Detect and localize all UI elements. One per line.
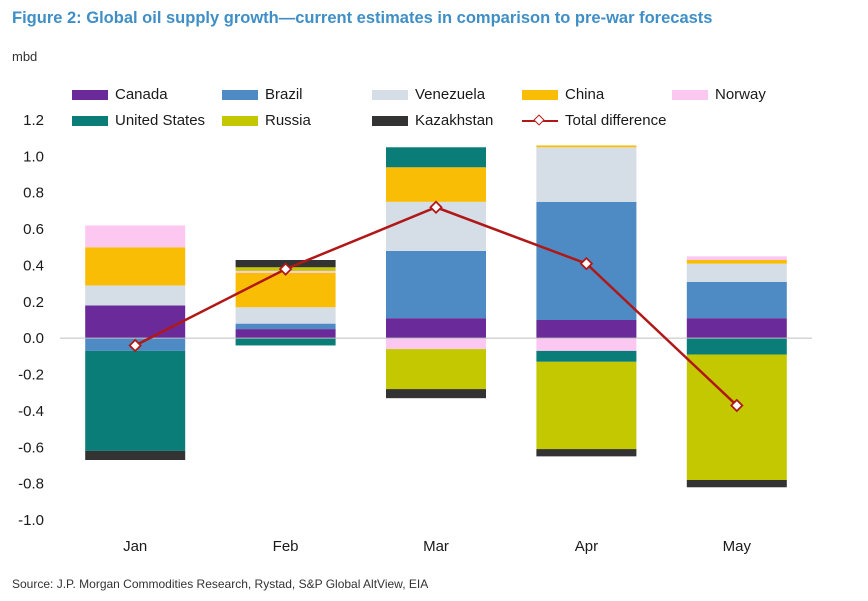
legend-swatch [222,115,258,126]
bar-segment-kazakhstan-jan [85,450,186,460]
bar-segment-kazakhstan-apr [536,449,637,457]
y-tick-label: 0.0 [23,330,44,347]
legend-item-norway: Norway [672,86,766,103]
legend-label: Total difference [565,112,667,129]
bar-segment-venezuela-apr [536,147,637,202]
chart-title: Figure 2: Global oil supply growth—curre… [12,9,713,27]
legend-label: China [565,86,605,103]
bar-segment-venezuela-may [686,263,787,282]
legend-label: Kazakhstan [415,112,494,129]
bar-segment-china-jan [85,247,186,286]
y-tick-label: 0.6 [23,221,44,238]
bar-segment-kazakhstan-mar [386,389,486,399]
bar-segment-brazil-mar [386,250,486,319]
bar-segment-kazakhstan-may [686,480,787,488]
bar-segment-canada-apr [536,320,637,339]
legend-item-kazakhstan: Kazakhstan [372,112,493,129]
legend-item-canada: Canada [72,86,168,103]
legend-swatch [72,89,108,100]
y-tick-label: 0.8 [23,185,44,202]
x-tick-label: Apr [575,538,598,555]
bar-segment-norway-may [686,256,787,260]
y-tick-label: -0.6 [18,439,44,456]
total-difference-marker-jan [128,338,142,353]
x-tick-label: Feb [273,538,299,555]
y-tick-label: 0.4 [23,257,44,274]
bar-segment-venezuela-jan [85,285,186,306]
bar-segment-china-feb [235,272,336,308]
bar-segment-brazil-may [686,281,787,319]
legend-swatch [372,89,408,100]
legend-swatch [372,115,408,126]
bar-segment-norway-mar [386,338,486,350]
y-tick-label: -1.0 [18,512,44,529]
bar-segment-canada-may [686,318,787,339]
legend-item-total-difference: Total difference [522,112,666,129]
bar-segment-canada-jan [85,305,186,339]
y-tick-label: -0.8 [18,476,44,493]
legend-item-china: China [522,86,604,103]
x-tick-label: Jan [123,538,147,555]
legend-label: Russia [265,112,311,129]
total-difference-marker-mar [429,200,443,215]
y-axis-unit-label: mbd [12,49,38,64]
bar-segment-united-states-mar [386,147,486,168]
x-tick-label: May [723,538,752,555]
legend-swatch [522,114,558,128]
x-tick-label: Mar [423,538,449,555]
bar-segment-united-states-apr [536,350,637,362]
legend-swatch [522,89,558,100]
legend-label: United States [115,112,206,129]
total-difference-marker-apr [579,256,594,271]
y-tick-label: 1.2 [23,112,44,129]
bar-segment-united-states-feb [235,338,336,346]
legend-swatch [672,89,708,100]
total-difference-marker-may [730,398,744,413]
y-tick-label: 0.2 [23,294,44,311]
total-difference-marker-feb [278,262,293,276]
legend-item-united-states: United States [72,112,205,129]
bar-segment-china-apr [536,145,637,148]
y-tick-label: -0.2 [18,367,44,384]
legend-label: Canada [115,86,168,103]
y-tick-label: -0.4 [18,403,44,420]
bar-segment-brazil-feb [235,323,336,330]
legend-label: Venezuela [415,86,486,103]
bar-segment-china-may [686,260,787,264]
bar-segment-norway-jan [85,225,186,248]
bar-segment-united-states-may [686,338,787,355]
bar-segment-russia-apr [536,361,637,450]
bar-segment-russia-mar [386,349,486,390]
legend-label: Norway [715,86,766,103]
y-tick-label: 1.0 [23,148,44,165]
bar-segment-china-mar [386,167,486,202]
legend-item-russia: Russia [222,112,311,129]
legend-swatch [222,89,258,100]
source-note: Source: J.P. Morgan Commodities Research… [12,577,429,591]
bar-segment-canada-mar [386,318,486,339]
legend-swatch [72,115,108,126]
bar-segment-venezuela-feb [235,307,336,324]
bar-segment-united-states-jan [85,350,186,451]
bar-segment-norway-apr [536,338,637,351]
legend-item-brazil: Brazil [222,86,303,103]
legend-item-venezuela: Venezuela [372,86,485,103]
legend-label: Brazil [265,86,303,103]
bar-segment-canada-feb [235,329,336,339]
